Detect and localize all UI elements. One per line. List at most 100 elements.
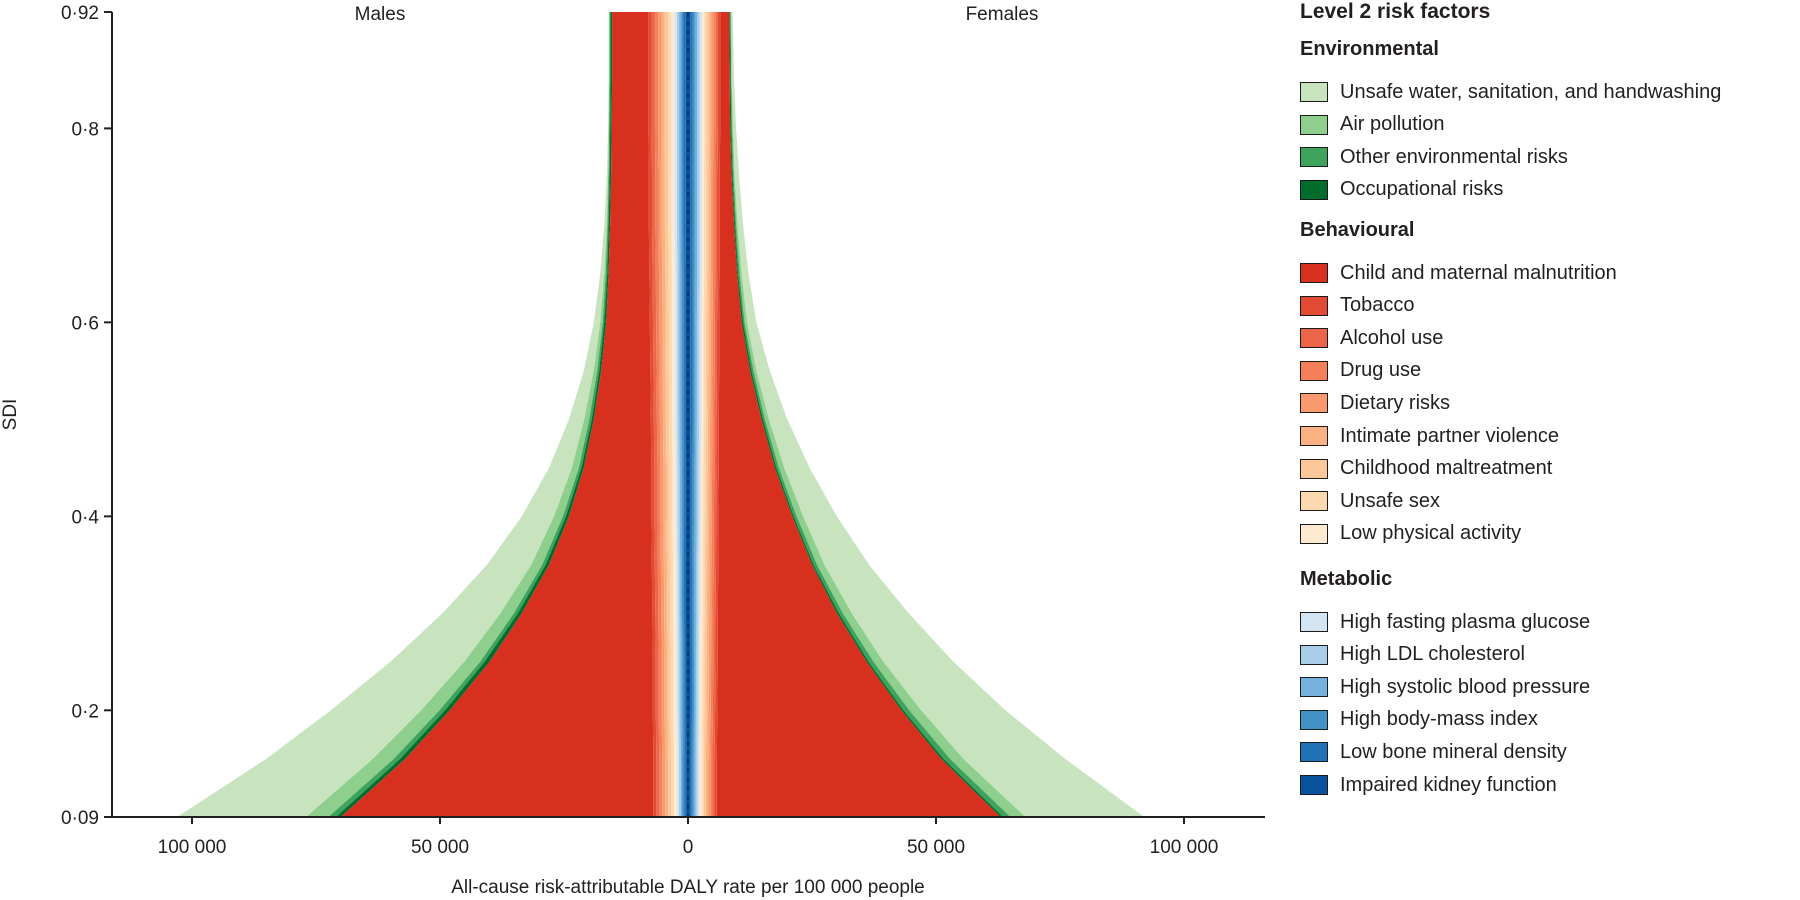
legend-label: High systolic blood pressure bbox=[1340, 675, 1591, 698]
females-panel-label: Females bbox=[966, 4, 1039, 25]
x-axis-title: All-cause risk-attributable DALY rate pe… bbox=[451, 877, 925, 898]
y-axis-ticks: 0·09 0·2 0·4 0·6 0·8 0·92 bbox=[61, 3, 112, 829]
legend-swatch bbox=[1300, 426, 1328, 446]
males-area-intimate-partner-violence bbox=[661, 12, 669, 817]
legend-label: Intimate partner violence bbox=[1340, 424, 1560, 447]
legend-item: Air pollution bbox=[1300, 112, 1445, 138]
legend-label: Low bone mineral density bbox=[1340, 740, 1567, 763]
legend-label: Air pollution bbox=[1340, 113, 1445, 136]
y-tick-label: 0·2 bbox=[72, 701, 99, 722]
males-area-high-body-mass-index bbox=[681, 12, 685, 817]
legend-swatch bbox=[1300, 677, 1328, 698]
legend-label: Unsafe water, sanitation, and handwashin… bbox=[1340, 80, 1722, 103]
legend-item: Childhood maltreatment bbox=[1300, 456, 1552, 482]
pyramid-chart: 100 000 50 000 0 50 000 100 000 0·090·20·40·… bbox=[0, 3, 1265, 898]
legend-label: Occupational risks bbox=[1340, 178, 1504, 201]
legend-swatch bbox=[1300, 709, 1328, 730]
legend-label: Other environmental risks bbox=[1340, 145, 1568, 168]
legend-swatch bbox=[1300, 523, 1328, 544]
legend-item: Occupational risks bbox=[1300, 177, 1503, 203]
legend-swatch bbox=[1300, 328, 1328, 349]
legend-swatch bbox=[1300, 644, 1328, 665]
y-tick-label: 0·92 bbox=[61, 3, 99, 24]
y-tick-label: 0·6 bbox=[72, 313, 99, 334]
x-tick-label: 50 000 bbox=[907, 837, 965, 858]
legend-swatch bbox=[1300, 82, 1328, 102]
legend-swatch bbox=[1300, 295, 1328, 316]
females-area-high-body-mass-index bbox=[691, 12, 695, 817]
females-area-intimate-partner-violence bbox=[705, 12, 712, 817]
legend-group-metabolic: Metabolic bbox=[1300, 568, 1393, 590]
legend-label: High LDL cholesterol bbox=[1340, 643, 1525, 666]
legend-swatch bbox=[1300, 179, 1328, 200]
legend-label: Unsafe sex bbox=[1340, 489, 1441, 512]
legend-item: Child and maternal malnutrition bbox=[1300, 260, 1617, 286]
males-area-high-fasting-plasma-glucose bbox=[674, 12, 679, 817]
females-area-unsafe-water bbox=[731, 12, 1145, 817]
males-panel-label: Males bbox=[355, 4, 406, 25]
legend-item: Other environmental risks bbox=[1300, 144, 1568, 170]
legend-label: Alcohol use bbox=[1340, 326, 1444, 349]
legend-label: Child and maternal malnutrition bbox=[1340, 261, 1617, 284]
area-layers bbox=[177, 12, 1145, 817]
legend-swatch bbox=[1300, 742, 1328, 763]
females-area-tobacco bbox=[714, 12, 721, 817]
y-tick-label: 0·8 bbox=[72, 119, 99, 140]
legend-item: Unsafe water, sanitation, and handwashin… bbox=[1300, 79, 1721, 105]
males-area-low-physical-activity bbox=[671, 12, 678, 817]
females-area-high-systolic-blood-pressure bbox=[693, 12, 698, 817]
legend-label: Childhood maltreatment bbox=[1340, 457, 1553, 480]
males-area-tobacco bbox=[648, 12, 657, 817]
legend-swatch bbox=[1300, 458, 1328, 479]
legend-item: Low physical activity bbox=[1300, 521, 1521, 547]
males-area-unsafe-sex bbox=[668, 12, 675, 817]
x-axis-ticks: 100 000 50 000 0 50 000 100 000 bbox=[158, 817, 1219, 858]
legend-item: Drug use bbox=[1300, 358, 1421, 384]
legend-swatch bbox=[1300, 393, 1328, 414]
legend-item: Alcohol use bbox=[1300, 325, 1443, 351]
females-area-air-pollution bbox=[730, 12, 1026, 817]
males-area-alcohol-use bbox=[651, 12, 660, 817]
legend-label: High fasting plasma glucose bbox=[1340, 610, 1591, 633]
x-tick-label: 0 bbox=[683, 837, 694, 858]
females-area-childhood-maltreatment bbox=[703, 12, 709, 817]
y-tick-label: 0·09 bbox=[61, 808, 99, 829]
legend-item: Low bone mineral density bbox=[1300, 739, 1567, 765]
legend-item: High systolic blood pressure bbox=[1300, 674, 1590, 700]
legend-label: Drug use bbox=[1340, 359, 1422, 382]
females-area-high-fasting-plasma-glucose bbox=[697, 12, 702, 817]
x-tick-label: 100 000 bbox=[158, 837, 227, 858]
males-area-low-bone-mineral-density bbox=[683, 12, 687, 817]
females-area-low-bone-mineral-density bbox=[689, 12, 693, 817]
females-area-drug-use bbox=[710, 12, 716, 817]
legend-item: Unsafe sex bbox=[1300, 488, 1440, 514]
legend-group-behavioural: Behavioural bbox=[1300, 219, 1415, 241]
legend-label: Tobacco bbox=[1340, 294, 1415, 317]
males-area-high-ldl-cholesterol bbox=[676, 12, 681, 817]
y-tick-label: 0·4 bbox=[72, 507, 100, 528]
legend-swatch bbox=[1300, 147, 1328, 168]
legend-item: Intimate partner violence bbox=[1300, 423, 1559, 449]
females-area-alcohol-use bbox=[712, 12, 718, 817]
legend-label: High body-mass index bbox=[1340, 708, 1538, 731]
females-area-dietary-risks bbox=[708, 12, 714, 817]
females-area-unsafe-sex bbox=[701, 12, 707, 817]
legend-item: High LDL cholesterol bbox=[1300, 642, 1525, 668]
x-tick-label: 50 000 bbox=[411, 837, 469, 858]
legend-title: Level 2 risk factors bbox=[1300, 0, 1491, 23]
legend-swatch bbox=[1300, 491, 1328, 512]
legend-label: Dietary risks bbox=[1340, 391, 1451, 414]
females-area-child-maternal-malnutrition bbox=[716, 12, 1001, 817]
males-area-child-maternal-malnutrition bbox=[340, 12, 654, 817]
legend-swatch bbox=[1300, 114, 1328, 135]
legend-item: Dietary risks bbox=[1300, 390, 1450, 416]
legend-swatch bbox=[1300, 360, 1328, 381]
males-area-high-systolic-blood-pressure bbox=[679, 12, 683, 817]
females-area-low-physical-activity bbox=[699, 12, 705, 817]
legend-swatch bbox=[1300, 775, 1328, 795]
x-tick-label: 100 000 bbox=[1150, 837, 1219, 858]
legend-label: Low physical activity bbox=[1340, 522, 1522, 545]
legend-item: High fasting plasma glucose bbox=[1300, 609, 1590, 635]
legend-item: Tobacco bbox=[1300, 293, 1415, 319]
legend-group-environmental: Environmental bbox=[1300, 38, 1439, 60]
